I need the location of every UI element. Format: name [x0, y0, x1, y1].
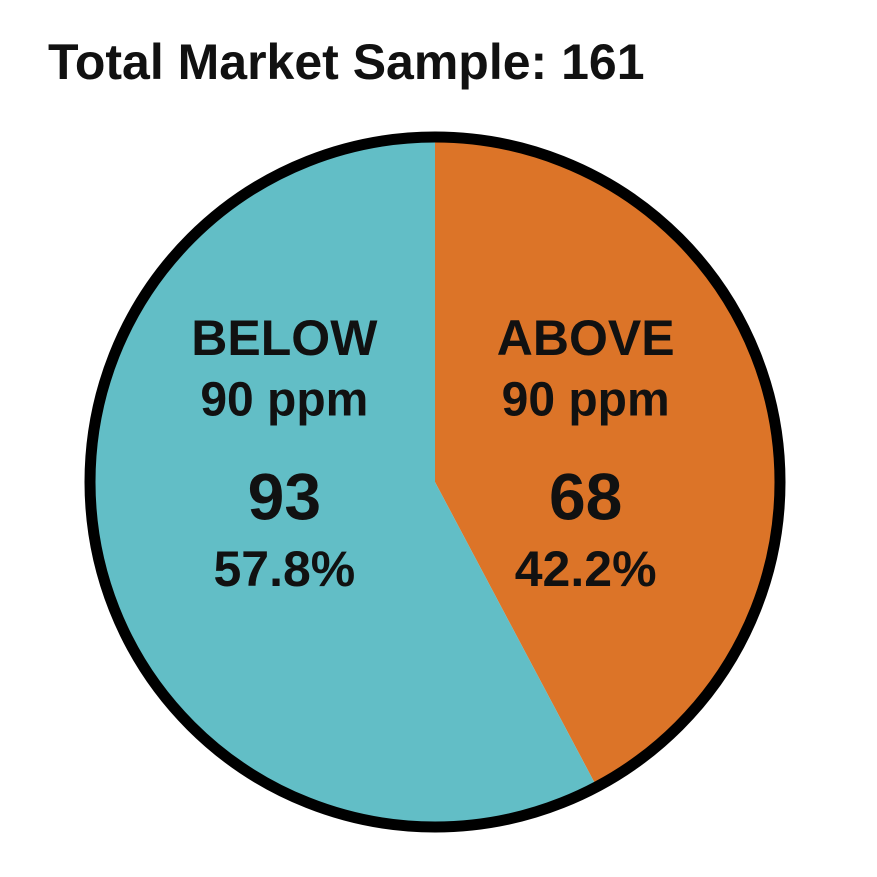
category-label: ABOVE — [497, 310, 675, 366]
pie-slice — [435, 137, 780, 787]
pie-outline — [84, 131, 786, 833]
value-label: 68 — [549, 459, 622, 533]
percent-label: 57.8% — [213, 541, 355, 597]
category-label: BELOW — [191, 310, 378, 366]
percent-label: 42.2% — [515, 541, 657, 597]
pie-slice — [89, 137, 597, 827]
category-sublabel: 90 ppm — [502, 374, 670, 427]
chart-title: Total Market Sample: 161 — [48, 34, 645, 90]
value-label: 93 — [248, 459, 321, 533]
category-sublabel: 90 ppm — [200, 374, 368, 427]
